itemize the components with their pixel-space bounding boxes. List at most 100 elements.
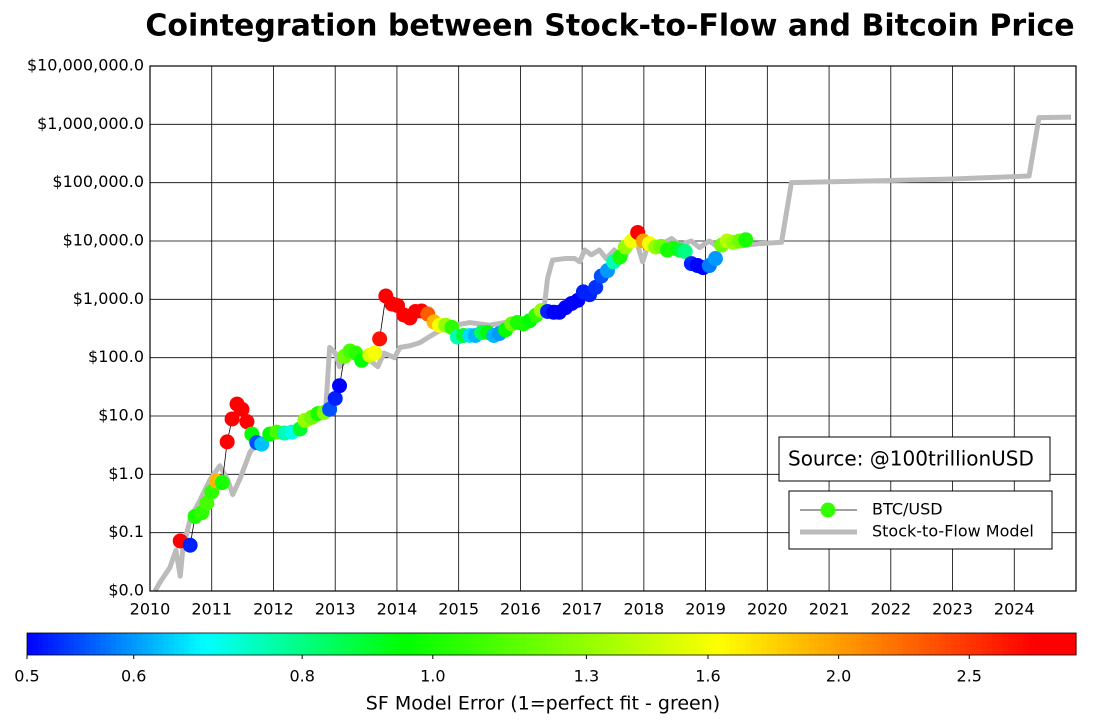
colorbar-segment: [582, 633, 589, 655]
colorbar-segment: [394, 633, 400, 655]
colorbar-segment: [320, 633, 327, 655]
colorbar-segment: [871, 633, 878, 655]
colorbar-segment: [425, 633, 432, 655]
price-point: [332, 378, 348, 394]
colorbar-tick-label: 0.8: [289, 667, 314, 686]
price-line: [180, 231, 746, 546]
colorbar-tick-label: 2.5: [957, 667, 982, 686]
colorbar-segment: [687, 633, 694, 655]
colorbar-segment: [409, 633, 416, 655]
colorbar-segment: [735, 633, 741, 655]
colorbar-segment: [824, 633, 831, 655]
price-point: [367, 345, 383, 361]
colorbar-segment: [677, 633, 684, 655]
colorbar-segment: [766, 633, 773, 655]
colorbar-segment: [976, 633, 983, 655]
colorbar-segment: [284, 633, 290, 655]
colorbar-segment: [142, 633, 149, 655]
x-tick-label: 2020: [747, 600, 788, 619]
colorbar-segment: [462, 633, 469, 655]
colorbar-segment: [325, 633, 332, 655]
colorbar-segment: [105, 633, 112, 655]
colorbar-segment: [163, 633, 170, 655]
colorbar-segment: [420, 633, 427, 655]
colorbar-segment: [74, 633, 81, 655]
colorbar-segment: [231, 633, 238, 655]
colorbar-segment: [415, 633, 421, 655]
price-point: [224, 411, 240, 427]
colorbar-segment: [756, 633, 762, 655]
colorbar-segment: [1007, 633, 1014, 655]
colorbar-segment: [84, 633, 91, 655]
colorbar-segment: [829, 633, 836, 655]
colorbar-segment: [992, 633, 998, 655]
colorbar-segment: [89, 633, 96, 655]
colorbar-segment: [514, 633, 521, 655]
colorbar-segment: [887, 633, 894, 655]
colorbar-segment: [27, 633, 33, 655]
price-point: [588, 279, 604, 295]
x-tick-label: 2010: [130, 600, 171, 619]
colorbar-segment: [158, 633, 164, 655]
colorbar-segment: [268, 633, 275, 655]
colorbar-segment: [787, 633, 794, 655]
annotation-box: [778, 436, 1051, 482]
colorbar-segment: [457, 633, 463, 655]
colorbar-segment: [981, 633, 988, 655]
colorbar-segment: [189, 633, 196, 655]
colorbar-frame: [26, 632, 1077, 656]
colorbar-tick-label: 0.5: [14, 667, 39, 686]
colorbar-segment: [194, 633, 201, 655]
colorbar-segment: [357, 633, 364, 655]
colorbar-segment: [719, 633, 726, 655]
colorbar-segment: [908, 633, 915, 655]
price-point: [738, 232, 754, 248]
colorbar-segment: [525, 633, 532, 655]
colorbar-segment: [1013, 633, 1019, 655]
colorbar-segment: [693, 633, 699, 655]
colorbar-segment: [740, 633, 747, 655]
colorbar-segment: [121, 633, 128, 655]
colorbar-segment: [944, 633, 951, 655]
colorbar-segment: [876, 633, 883, 655]
colorbar-segment: [100, 633, 107, 655]
colorbar-segment: [792, 633, 799, 655]
colorbar-segment: [567, 633, 574, 655]
colorbar-segment: [451, 633, 458, 655]
colorbar-segment: [336, 633, 343, 655]
y-tick-label: $1.0: [108, 464, 144, 483]
colorbar-tick-label: 2.0: [826, 667, 851, 686]
colorbar-segment: [242, 633, 248, 655]
legend-label: Stock-to-Flow Model: [872, 522, 1034, 541]
colorbar-segment: [200, 633, 206, 655]
y-tick-label: $100,000.0: [52, 172, 144, 191]
colorbar-segment: [598, 633, 605, 655]
colorbar-segment: [95, 633, 102, 655]
colorbar-segment: [37, 633, 44, 655]
colorbar-segment: [698, 633, 705, 655]
colorbar-segment: [388, 633, 395, 655]
colorbar-segment: [1065, 633, 1072, 655]
colorbar-tick-label: 1.0: [420, 667, 445, 686]
colorbar-segment: [672, 633, 678, 655]
colorbar-segment: [881, 633, 888, 655]
colorbar-segment: [63, 633, 70, 655]
colorbar-segment: [960, 633, 967, 655]
colorbar-segment: [1044, 633, 1051, 655]
colorbar-segment: [761, 633, 768, 655]
colorbar-segment: [651, 633, 657, 655]
colorbar-segment: [714, 633, 720, 655]
colorbar-segment: [362, 633, 369, 655]
price-point: [372, 331, 388, 347]
colorbar-segment: [750, 633, 757, 655]
y-tick-label: $0.0: [108, 581, 144, 600]
colorbar-segment: [126, 633, 133, 655]
x-tick-label: 2019: [685, 600, 726, 619]
price-point: [707, 251, 723, 267]
colorbar-segment: [399, 633, 406, 655]
colorbar-segment: [1060, 633, 1067, 655]
chart-title: Cointegration between Stock-to-Flow and …: [145, 9, 1074, 44]
colorbar-segment: [221, 633, 227, 655]
x-tick-label: 2015: [438, 600, 479, 619]
colorbar-segment: [499, 633, 505, 655]
